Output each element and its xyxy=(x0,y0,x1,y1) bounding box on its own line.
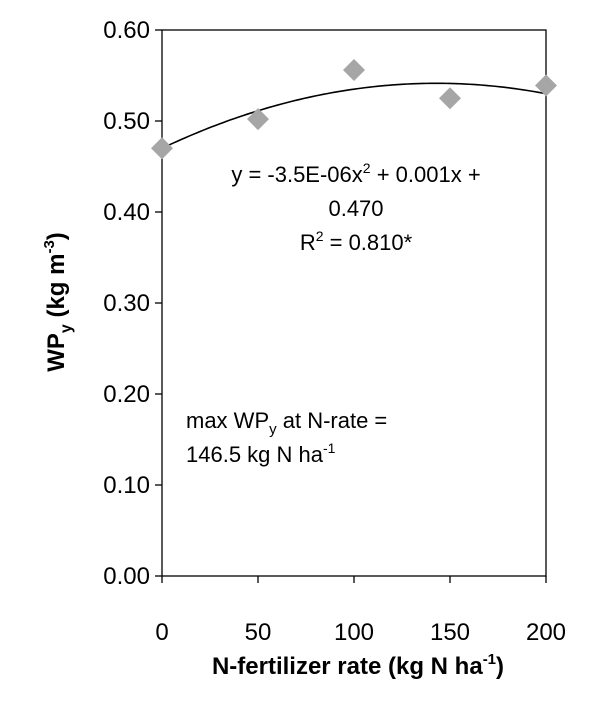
y-tick-label: 0.20 xyxy=(103,381,150,408)
y-axis-ticks: 0.00 0.10 0.20 0.30 0.40 0.50 0.60 xyxy=(103,17,162,590)
max-annotation-line1: max WPy at N-rate = xyxy=(186,408,387,438)
x-axis-title: N-fertilizer rate (kg N ha-1) xyxy=(212,651,504,680)
y-tick-label: 0.10 xyxy=(103,472,150,499)
trendline xyxy=(161,82,547,150)
plot-frame xyxy=(161,29,547,577)
y-axis-title: WPy (kg m-3) xyxy=(41,232,75,372)
x-tick-label: 0 xyxy=(155,619,168,646)
r-squared: R2 = 0.810* xyxy=(300,228,413,255)
data-point xyxy=(343,59,365,82)
y-tick-label: 0.60 xyxy=(103,17,150,44)
x-axis-ticks: 0 50 100 150 200 xyxy=(155,576,566,646)
trendline-curve xyxy=(161,82,547,150)
data-point xyxy=(439,87,461,110)
x-tick-label: 200 xyxy=(526,619,566,646)
trend-equation-line2: 0.470 xyxy=(328,196,383,221)
max-annotation-line2: 146.5 kg N ha-1 xyxy=(186,440,336,467)
data-point xyxy=(535,74,557,97)
x-tick-label: 50 xyxy=(245,619,272,646)
y-tick-label: 0.30 xyxy=(103,290,150,317)
data-point xyxy=(247,108,269,131)
x-tick-label: 150 xyxy=(430,619,470,646)
y-tick-label: 0.50 xyxy=(103,108,150,135)
plot-area-border xyxy=(161,29,547,577)
data-point xyxy=(151,137,173,160)
y-tick-label: 0.40 xyxy=(103,199,150,226)
x-tick-label: 100 xyxy=(334,619,374,646)
data-points xyxy=(151,59,557,160)
y-tick-label: 0.00 xyxy=(103,563,150,590)
trend-equation-line1: y = -3.5E-06x2 + 0.001x + xyxy=(231,160,480,187)
